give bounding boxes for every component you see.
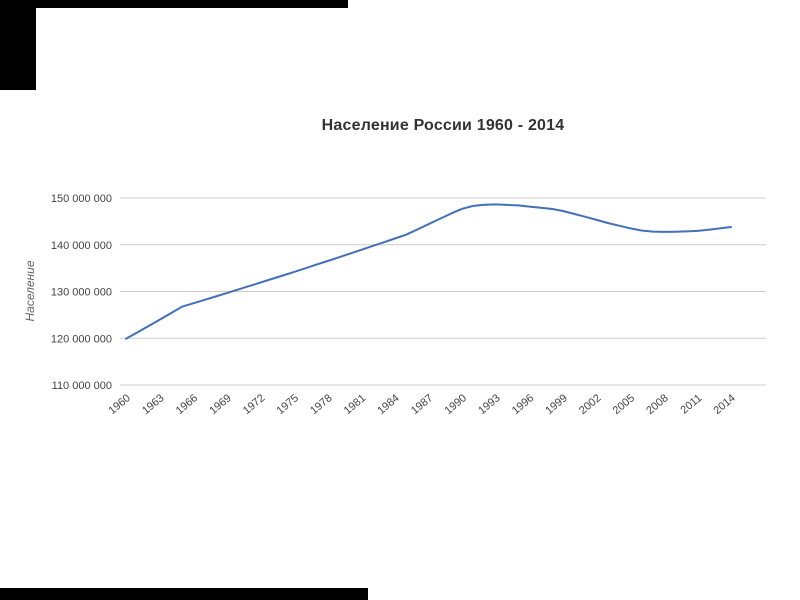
- x-tick-label: 1999: [543, 392, 569, 417]
- x-tick-label: 1990: [443, 392, 469, 417]
- y-tick-label: 120 000 000: [51, 333, 112, 345]
- x-tick-label: 2014: [711, 392, 737, 417]
- letterbox-left-block: [0, 0, 36, 90]
- letterbox-top-bar: [0, 0, 348, 8]
- x-tick-label: 2011: [678, 392, 704, 416]
- letterbox-bottom-bar: [0, 588, 368, 600]
- x-tick-label: 1978: [308, 392, 334, 417]
- x-tick-label: 1993: [476, 392, 502, 417]
- x-tick-label: 2005: [611, 392, 637, 417]
- x-tick-label: 1996: [510, 392, 536, 417]
- x-tick-label: 1963: [140, 392, 166, 417]
- x-tick-label: 1969: [207, 392, 233, 417]
- x-tick-label: 1987: [409, 392, 435, 417]
- x-tick-label: 1981: [342, 392, 368, 417]
- y-tick-label: 130 000 000: [51, 287, 112, 299]
- y-tick-label: 150 000 000: [51, 193, 112, 205]
- x-tick-label: 1984: [375, 392, 401, 417]
- x-tick-label: 2008: [644, 392, 670, 417]
- x-tick-label: 1975: [275, 392, 301, 417]
- population-series-line: [125, 203, 732, 340]
- y-tick-label: 110 000 000: [52, 380, 112, 392]
- x-tick-label: 1972: [241, 392, 267, 417]
- y-tick-label: 140 000 000: [51, 240, 112, 252]
- x-tick-label: 1960: [106, 392, 132, 417]
- x-tick-label: 2002: [577, 392, 603, 417]
- x-tick-label: 1966: [174, 392, 200, 417]
- chart-title: Население России 1960 - 2014: [321, 117, 565, 134]
